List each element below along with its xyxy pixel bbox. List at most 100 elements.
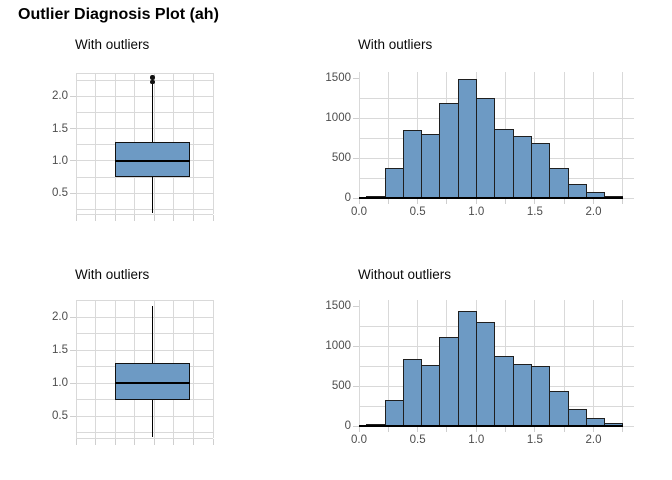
gridline-v (95, 300, 97, 438)
x-tick (358, 199, 360, 204)
gridline-h (76, 95, 213, 97)
x-tick (153, 215, 155, 221)
gridline-v (593, 72, 595, 198)
x-tick (134, 215, 136, 221)
boxplot-with-outliers-plot: 0.5 1.0 1.5 2.0 (52, 72, 214, 221)
gridline-h (359, 117, 634, 119)
gridline-v (563, 72, 565, 198)
histogram-bar (568, 183, 587, 198)
y-tick (353, 345, 359, 347)
histogram-bar (458, 310, 477, 426)
y-tick-label: 1.0 (52, 377, 68, 390)
x-tick (75, 439, 77, 445)
panel-title-hist-without-outliers: Without outliers (358, 267, 452, 282)
y-tick-label: 500 (331, 152, 351, 164)
gridline-v (75, 73, 77, 214)
histogram-bar (385, 400, 404, 426)
boxplot-lower-plot: 0.5 1.0 1.5 2.0 (52, 299, 214, 445)
histogram-bar (531, 365, 550, 426)
gridline-v (212, 73, 214, 214)
gridline-h (76, 437, 213, 439)
x-tick (563, 199, 565, 204)
gridline-v (387, 300, 389, 426)
page-title: Outlier Diagnosis Plot (ah) (18, 6, 219, 23)
gridline-v (563, 300, 565, 426)
x-tick (417, 199, 419, 204)
y-tick-label: 2.0 (52, 90, 68, 103)
gridline-h (76, 79, 213, 81)
x-tick (593, 427, 595, 432)
x-tick (446, 199, 448, 204)
gridline-h (76, 128, 213, 130)
boxplot-box (115, 141, 190, 178)
gridline-h (359, 345, 634, 347)
y-tick (353, 117, 359, 119)
y-tick-label: 0.5 (52, 187, 68, 200)
panel-title-boxplot-lower: With outliers (75, 267, 150, 282)
y-tick (353, 77, 359, 79)
histogram-bar (494, 356, 514, 426)
y-tick (70, 160, 76, 162)
gridline-v (534, 300, 536, 426)
gridline-h (76, 213, 213, 215)
y-tick-label: 2.0 (52, 311, 68, 324)
y-tick-label: 1500 (325, 300, 351, 312)
histogram-bar (403, 130, 422, 198)
gridline-v (75, 300, 77, 438)
histogram-bar (476, 98, 495, 198)
x-tick (75, 215, 77, 221)
y-tick-label: 1500 (325, 72, 351, 84)
x-tick (475, 199, 477, 204)
gridline-h (359, 97, 634, 99)
y-tick (70, 382, 76, 384)
x-tick (563, 427, 565, 432)
gridline-h (76, 299, 213, 301)
x-tick (173, 439, 175, 445)
x-tick-label: 1.0 (468, 206, 485, 218)
x-tick (534, 199, 536, 204)
boxplot-box (115, 363, 190, 401)
gridline-h (76, 415, 213, 417)
y-tick (353, 197, 359, 199)
boxplot-median (115, 381, 190, 385)
x-tick-label: 0.5 (409, 206, 426, 218)
x-tick (358, 427, 360, 432)
x-tick (212, 439, 214, 445)
histogram-bar (439, 103, 459, 198)
histogram-bar (385, 168, 404, 198)
y-tick (70, 95, 76, 97)
x-tick (153, 439, 155, 445)
y-tick-label: 1.5 (52, 122, 68, 135)
y-tick-label: 0 (344, 192, 351, 204)
x-tick (622, 199, 624, 204)
y-tick (70, 128, 76, 130)
x-tick (593, 199, 595, 204)
x-tick (114, 439, 116, 445)
x-tick (134, 439, 136, 445)
gridline-h (76, 300, 213, 302)
x-tick (505, 427, 507, 432)
x-tick (534, 427, 536, 432)
x-tick (95, 215, 97, 221)
histogram-bar (549, 391, 569, 426)
gridline-h (76, 432, 213, 434)
y-tick-label: 1000 (325, 340, 351, 352)
histogram-bar (458, 78, 477, 198)
gridline-h (76, 349, 213, 351)
histogram-with-outliers-plot: 0 500 1000 1500 0.0 0.5 1.0 1.5 2.0 (325, 72, 634, 218)
x-axis-line (359, 197, 623, 199)
histogram-bar (439, 337, 459, 426)
y-tick-label: 0.5 (52, 410, 68, 423)
histogram-bar (568, 409, 587, 426)
histogram-bar (549, 168, 569, 198)
gridline-h (76, 316, 213, 318)
x-tick-label: 1.0 (468, 434, 485, 446)
x-tick (114, 215, 116, 221)
y-tick (70, 316, 76, 318)
x-tick-label: 0.0 (351, 434, 367, 446)
x-tick (212, 215, 214, 221)
gridline-v (387, 72, 389, 198)
histogram-bar (494, 128, 514, 198)
gridline-v (212, 300, 214, 438)
